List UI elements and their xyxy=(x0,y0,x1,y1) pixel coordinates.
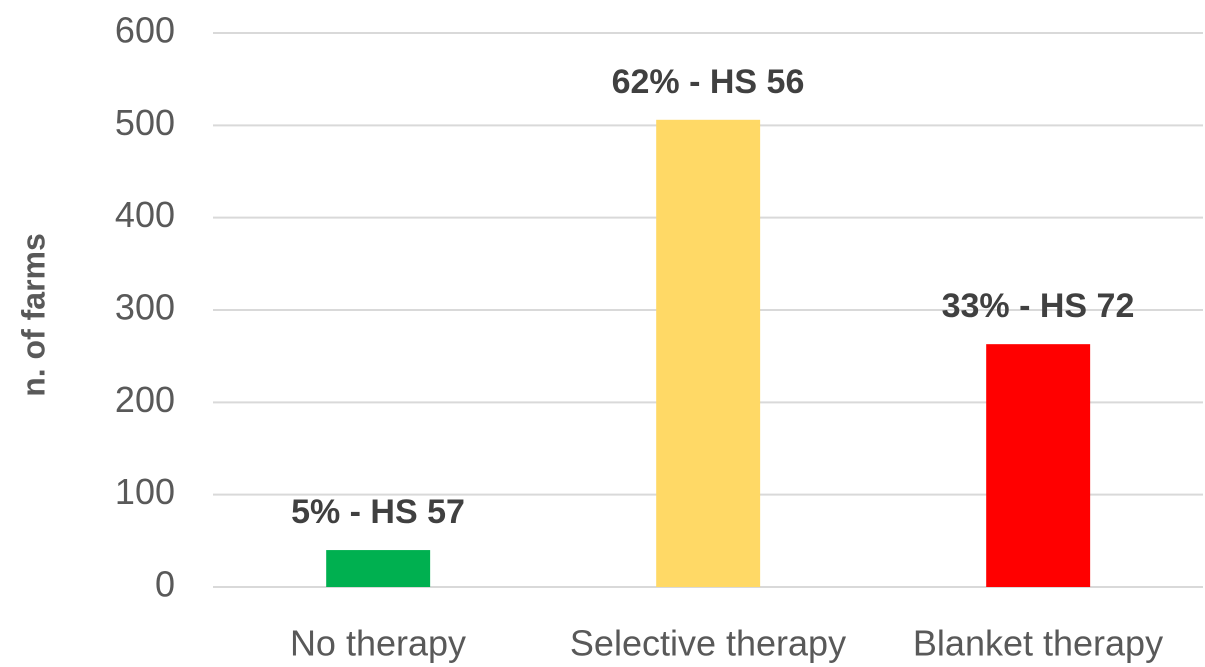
y-tick-label: 0 xyxy=(155,564,175,605)
annotation: 33% - HS 72 xyxy=(942,287,1135,325)
y-tick-label: 300 xyxy=(115,287,175,328)
y-axis-label: n. of farms xyxy=(15,233,51,397)
bar xyxy=(656,119,761,587)
y-tick-label: 200 xyxy=(115,379,175,420)
y-tick-label: 400 xyxy=(115,194,175,235)
annotation: 62% - HS 56 xyxy=(612,63,805,101)
y-tick-label: 100 xyxy=(115,471,175,512)
x-tick-label: Blanket therapy xyxy=(913,623,1163,664)
bar xyxy=(986,344,1091,587)
annotation: 5% - HS 57 xyxy=(291,493,465,531)
x-tick-label: Selective therapy xyxy=(570,623,846,664)
x-tick-label: No therapy xyxy=(290,623,466,664)
y-tick-label: 600 xyxy=(115,10,175,51)
bar xyxy=(326,550,431,587)
y-tick-label: 500 xyxy=(115,102,175,143)
